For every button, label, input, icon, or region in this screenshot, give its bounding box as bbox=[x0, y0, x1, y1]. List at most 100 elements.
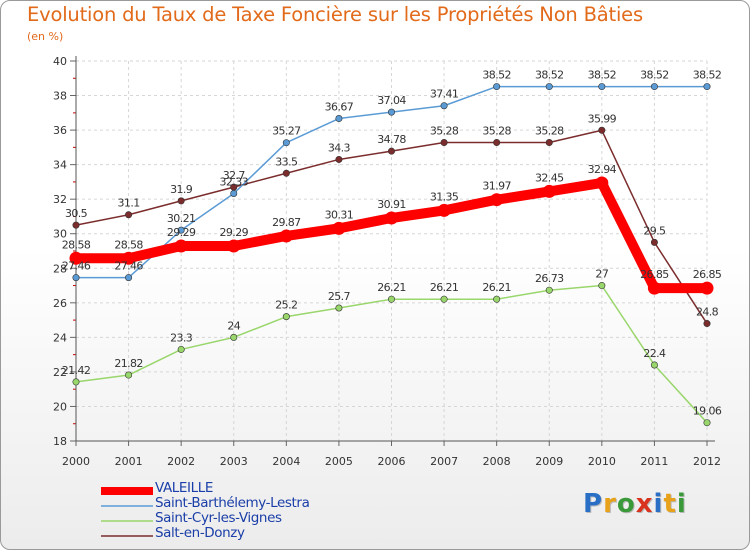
data-point bbox=[703, 419, 711, 427]
y-tick-label: 24 bbox=[53, 331, 67, 344]
data-point bbox=[230, 333, 238, 341]
data-point bbox=[650, 238, 658, 246]
legend-label-salt-en-donzy: Salt-en-Donzy bbox=[155, 525, 245, 541]
data-point bbox=[647, 281, 661, 295]
data-label: 38.52 bbox=[482, 69, 511, 82]
data-label: 35.28 bbox=[482, 125, 511, 138]
y-tick-label: 38 bbox=[53, 90, 67, 103]
data-label: 34.3 bbox=[328, 141, 351, 154]
data-point bbox=[700, 281, 714, 295]
legend-swatch-saint-barthelemy-lestra bbox=[101, 505, 153, 507]
data-point bbox=[177, 226, 185, 234]
data-label: 29.29 bbox=[167, 226, 196, 239]
data-point bbox=[177, 345, 185, 353]
data-point bbox=[440, 295, 448, 303]
data-label: 29.87 bbox=[272, 216, 301, 229]
data-point bbox=[650, 361, 658, 369]
data-point bbox=[703, 83, 711, 91]
y-tick-label: 20 bbox=[53, 400, 67, 413]
data-point bbox=[385, 211, 398, 225]
data-point bbox=[490, 193, 504, 207]
legend-swatch-valeille bbox=[101, 487, 153, 495]
x-tick-label: 2002 bbox=[167, 455, 195, 468]
x-tick-label: 2006 bbox=[378, 455, 406, 468]
brand-letter: r bbox=[603, 489, 617, 519]
data-point bbox=[440, 102, 448, 110]
data-point bbox=[125, 274, 133, 282]
x-tick-label: 2007 bbox=[430, 455, 458, 468]
data-label: 32.45 bbox=[535, 171, 564, 184]
data-label: 31.35 bbox=[430, 190, 459, 203]
data-label: 37.41 bbox=[430, 88, 459, 101]
data-label: 30.31 bbox=[325, 208, 354, 221]
y-tick-label: 40 bbox=[53, 55, 67, 68]
data-point bbox=[493, 139, 501, 147]
data-point bbox=[545, 83, 553, 91]
data-point bbox=[282, 139, 290, 147]
data-point bbox=[282, 169, 290, 177]
chart-title: Evolution du Taux de Taxe Foncière sur l… bbox=[27, 3, 643, 26]
data-label: 26.21 bbox=[377, 281, 406, 294]
legend-swatch-saint-cyr-les-vignes bbox=[101, 520, 153, 522]
data-label: 24 bbox=[227, 319, 240, 332]
axes: 18 20 22 24 26 28 30 32 34 36 38 40 2000 2001 2002 2003… bbox=[53, 55, 721, 468]
data-label: 36.67 bbox=[325, 101, 354, 114]
data-label: 38.52 bbox=[693, 69, 722, 82]
y-tick-label: 18 bbox=[53, 435, 67, 448]
unit-label: (en %) bbox=[27, 30, 64, 43]
data-label: 31.1 bbox=[118, 197, 140, 210]
legend-swatch-salt-en-donzy bbox=[101, 535, 153, 537]
series-lines bbox=[69, 83, 714, 427]
data-label: 25.2 bbox=[275, 299, 297, 312]
x-tick-label: 2010 bbox=[588, 455, 616, 468]
series-line-2 bbox=[75, 284, 708, 424]
data-label: 25.7 bbox=[328, 290, 351, 303]
data-label: 35.27 bbox=[272, 125, 301, 138]
data-point bbox=[335, 155, 343, 163]
data-point bbox=[125, 211, 133, 219]
data-point bbox=[545, 139, 553, 147]
data-label: 35.99 bbox=[588, 112, 617, 125]
data-label: 23.3 bbox=[170, 331, 193, 344]
data-point bbox=[440, 139, 448, 147]
y-tick-label: 32 bbox=[53, 193, 67, 206]
data-label: 32.94 bbox=[588, 163, 617, 176]
data-label: 27 bbox=[595, 268, 608, 281]
brand-letter: x bbox=[635, 489, 654, 519]
data-point bbox=[122, 251, 136, 265]
data-point bbox=[227, 239, 241, 253]
data-label: 26.21 bbox=[482, 281, 511, 294]
data-label: 33.5 bbox=[275, 155, 298, 168]
y-tick-label: 36 bbox=[53, 124, 67, 137]
data-label: 26.85 bbox=[693, 268, 722, 281]
data-point bbox=[72, 221, 80, 229]
data-label: 30.21 bbox=[167, 212, 196, 225]
legend-label-saint-barthelemy-lestra: Saint-Barthélemy-Lestra bbox=[155, 495, 310, 511]
data-point bbox=[493, 83, 501, 91]
data-point bbox=[335, 115, 343, 123]
data-point bbox=[387, 295, 395, 303]
proxiti-logo: Proxiti bbox=[583, 489, 687, 519]
data-label: 28.58 bbox=[62, 238, 91, 251]
data-point bbox=[437, 203, 451, 217]
data-label: 24.8 bbox=[696, 306, 719, 319]
data-point bbox=[598, 126, 606, 134]
data-label: 32.7 bbox=[223, 169, 246, 182]
data-point bbox=[493, 295, 501, 303]
legend-label-saint-cyr-les-vignes: Saint-Cyr-les-Vignes bbox=[155, 510, 282, 526]
data-label: 32.33 bbox=[220, 175, 249, 188]
data-point bbox=[125, 371, 133, 379]
data-label: 34.78 bbox=[377, 133, 406, 146]
brand-letter: i bbox=[676, 489, 687, 519]
data-label: 22.4 bbox=[643, 347, 666, 360]
data-label: 30.5 bbox=[65, 207, 88, 220]
y-tick-label: 34 bbox=[53, 159, 67, 172]
data-label: 30.91 bbox=[377, 198, 406, 211]
brand-letter: o bbox=[616, 489, 636, 519]
data-point bbox=[332, 221, 346, 235]
data-labels: 30.5 31.1 31.9 32.7 33.5 34.3 34.78 35.28 35.28 3… bbox=[62, 69, 723, 418]
data-label: 27.46 bbox=[114, 260, 143, 273]
data-point bbox=[598, 282, 606, 290]
